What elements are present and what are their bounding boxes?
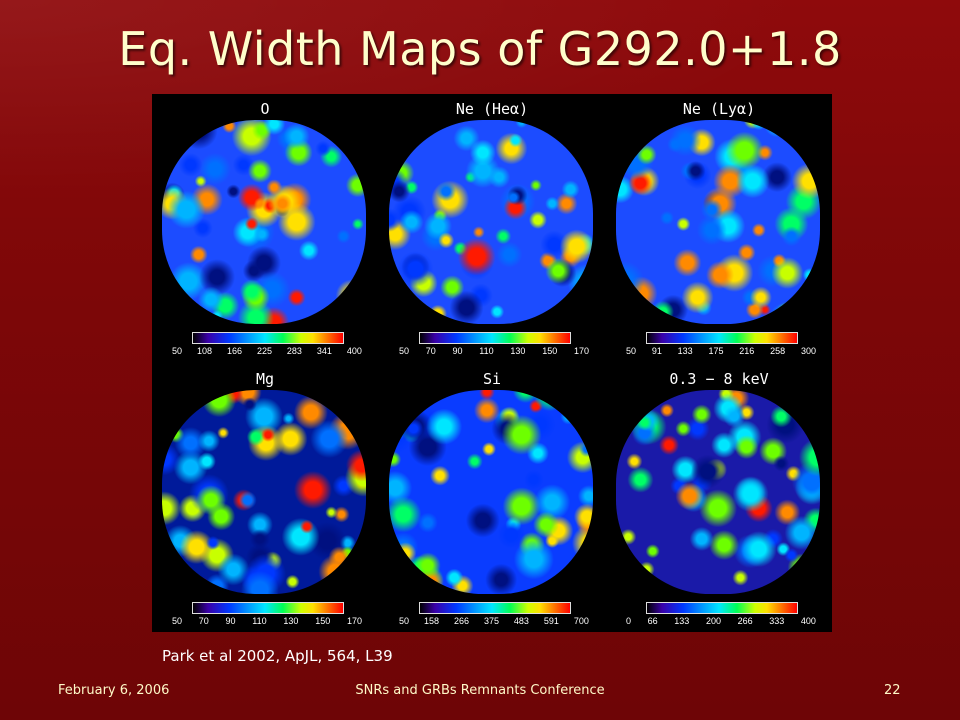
tick-label: 283 — [286, 346, 302, 356]
tick-label: 108 — [196, 346, 212, 356]
tick-label: 375 — [483, 616, 499, 626]
footer-page-number: 22 — [884, 683, 901, 698]
footer-date: February 6, 2006 — [58, 683, 170, 698]
eq-width-map — [616, 390, 820, 594]
citation: Park et al 2002, ApJL, 564, L39 — [162, 647, 393, 665]
tick-label: 158 — [423, 616, 439, 626]
tick-label: 91 — [651, 346, 662, 356]
tick-label: 66 — [647, 616, 658, 626]
tick-label: 341 — [316, 346, 332, 356]
eq-width-map — [162, 390, 366, 594]
tick-label: 166 — [226, 346, 242, 356]
panel-label: Si — [482, 370, 502, 388]
eq-width-map — [616, 120, 820, 324]
tick-label: 110 — [252, 616, 267, 626]
tick-label: 700 — [573, 616, 589, 626]
tick-label: 300 — [800, 346, 816, 356]
tick-label: 90 — [452, 346, 463, 356]
tick-label: 50 — [172, 346, 183, 356]
tick-label: 130 — [283, 616, 299, 626]
tick-label: 50 — [399, 616, 410, 626]
panel-ne-ly-alpha: Ne (Lyα) 50 91 133 175 216 258 300 — [606, 94, 832, 362]
tick-label: 591 — [543, 616, 559, 626]
colorbar-ticks: 50 70 90 110 130 150 170 — [399, 346, 589, 356]
tick-label: 200 — [705, 616, 721, 626]
tick-label: 70 — [425, 346, 436, 356]
tick-label: 266 — [453, 616, 469, 626]
colorbar-ticks: 50 70 90 110 130 150 170 — [172, 616, 362, 626]
colorbar — [646, 332, 798, 344]
tick-label: 150 — [315, 616, 331, 626]
panel-ne-he-alpha: Ne (Heα) 50 70 90 110 130 150 170 — [379, 94, 605, 362]
colorbar — [192, 602, 344, 614]
tick-label: 483 — [513, 616, 529, 626]
eq-width-map — [389, 120, 593, 324]
tick-label: 50 — [626, 346, 637, 356]
panel-label: O — [260, 100, 270, 118]
tick-label: 133 — [674, 616, 690, 626]
tick-label: 110 — [479, 346, 494, 356]
tick-label: 50 — [172, 616, 183, 626]
tick-label: 175 — [708, 346, 724, 356]
colorbar-ticks: 0 66 133 200 266 333 400 — [626, 616, 816, 626]
panel-label: Mg — [255, 370, 275, 388]
panel-label: Ne (Lyα) — [682, 100, 756, 118]
tick-label: 50 — [399, 346, 410, 356]
colorbar — [192, 332, 344, 344]
colorbar-ticks: 50 91 133 175 216 258 300 — [626, 346, 816, 356]
tick-label: 258 — [770, 346, 786, 356]
colorbar-ticks: 50 158 266 375 483 591 700 — [399, 616, 589, 626]
slide-title: Eq. Width Maps of G292.0+1.8 — [118, 22, 842, 76]
equivalent-width-figure: O 50 108 166 225 283 341 400 Ne (Heα) 50… — [152, 94, 832, 632]
tick-label: 400 — [800, 616, 816, 626]
colorbar-ticks: 50 108 166 225 283 341 400 — [172, 346, 362, 356]
colorbar — [646, 602, 798, 614]
panel-broadband: 0.3 − 8 keV 0 66 133 200 266 333 400 — [606, 364, 832, 632]
tick-label: 0 — [626, 616, 632, 626]
panel-mg: Mg 50 70 90 110 130 150 170 — [152, 364, 378, 632]
tick-label: 333 — [769, 616, 785, 626]
tick-label: 170 — [346, 616, 362, 626]
tick-label: 216 — [739, 346, 755, 356]
tick-label: 133 — [677, 346, 693, 356]
tick-label: 170 — [573, 346, 589, 356]
panel-si: Si 50 158 266 375 483 591 700 — [379, 364, 605, 632]
tick-label: 90 — [225, 616, 236, 626]
eq-width-map — [162, 120, 366, 324]
tick-label: 225 — [256, 346, 272, 356]
tick-label: 130 — [510, 346, 526, 356]
eq-width-map — [389, 390, 593, 594]
tick-label: 150 — [542, 346, 558, 356]
tick-label: 400 — [346, 346, 362, 356]
colorbar — [419, 602, 571, 614]
panel-o: O 50 108 166 225 283 341 400 — [152, 94, 378, 362]
footer-event: SNRs and GRBs Remnants Conference — [355, 683, 605, 698]
colorbar — [419, 332, 571, 344]
panel-label: Ne (Heα) — [455, 100, 529, 118]
panel-label: 0.3 − 8 keV — [669, 370, 769, 388]
tick-label: 70 — [198, 616, 209, 626]
tick-label: 266 — [737, 616, 753, 626]
